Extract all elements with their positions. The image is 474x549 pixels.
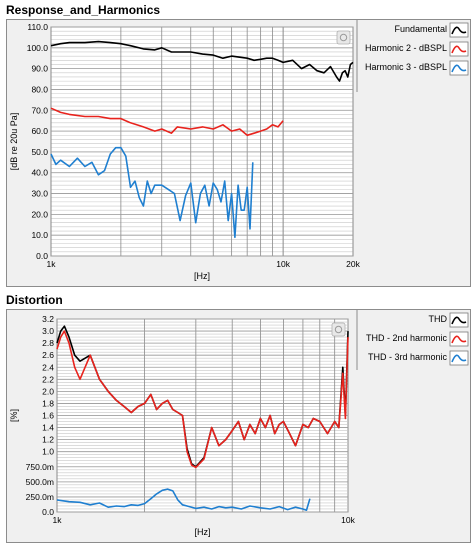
- legend-label: THD: [429, 314, 448, 324]
- y-tick-label: 10.0: [31, 230, 48, 240]
- legend-swatch-line: [451, 354, 467, 363]
- y-tick-label: 0.0: [36, 251, 48, 261]
- legend-swatch-line: [451, 335, 467, 344]
- response-panel: 0.0 10.0 20.0 30.0 40.0 50.0 60.0 70.0 80.0 90.0 1…: [6, 19, 471, 287]
- x-tick-label: 1k: [53, 515, 63, 525]
- y-tick-label: 2.2: [42, 374, 54, 384]
- distortion-panel-title: Distortion: [6, 293, 63, 307]
- y-tick-label: 100.0: [27, 43, 49, 53]
- x-tick-label: 10k: [276, 259, 290, 269]
- y-tick-label: 3.2: [42, 314, 54, 324]
- y-tick-label: 3.0: [42, 326, 54, 336]
- legend-swatch-line: [451, 26, 467, 35]
- x-tick-label: 20k: [346, 259, 360, 269]
- y-tick-label: 2.4: [42, 362, 54, 372]
- graph-palette-glyph: [339, 33, 348, 42]
- series-line: [56, 330, 349, 469]
- y-tick-label: 750.0m: [26, 462, 54, 472]
- y-tick-label: 80.0: [31, 84, 48, 94]
- series-line: [56, 488, 311, 511]
- y-tick-label: 50.0: [31, 147, 48, 157]
- y-tick-label: 1.6: [42, 411, 54, 421]
- legend-swatch-line: [451, 316, 467, 325]
- y-axis-label: [%]: [9, 409, 19, 422]
- legend-swatch-line: [451, 64, 467, 73]
- y-tick-label: 60.0: [31, 126, 48, 136]
- response-panel-title: Response_and_Harmonics: [6, 3, 161, 17]
- y-tick-label: 40.0: [31, 168, 48, 178]
- x-axis-label: [Hz]: [194, 527, 210, 537]
- legend-label: Fundamental: [394, 24, 447, 34]
- y-tick-label: 1.0: [42, 447, 54, 457]
- legend-swatch-line: [451, 45, 467, 54]
- y-tick-label: 500.0m: [26, 477, 54, 487]
- legend-label: Harmonic 3 - dBSPL: [365, 62, 447, 72]
- y-tick-label: 2.8: [42, 338, 54, 348]
- series-line: [50, 107, 284, 137]
- y-tick-label: 90.0: [31, 64, 48, 74]
- y-tick-label: 20.0: [31, 209, 48, 219]
- x-tick-label: 1k: [47, 259, 57, 269]
- series-line: [50, 146, 254, 239]
- legend-label: THD - 3rd harmonic: [368, 352, 448, 362]
- graph-palette-glyph: [334, 325, 343, 334]
- x-tick-label: 10k: [341, 515, 355, 525]
- y-tick-label: 30.0: [31, 189, 48, 199]
- distortion-panel: 0.0 250.0m 500.0m 750.0m 1.0 1.2 1.4 1.6 1.8 2.0 2…: [6, 309, 471, 543]
- plot-area: [50, 26, 354, 257]
- x-axis-label: [Hz]: [194, 271, 210, 281]
- y-tick-label: 250.0m: [26, 492, 54, 502]
- graph-palette-icon[interactable]: [336, 30, 351, 45]
- y-axis-label: [dB re 20u Pa]: [9, 113, 19, 171]
- response-chart: 0.0 10.0 20.0 30.0 40.0 50.0 60.0 70.0 80.0 90.0 1…: [9, 20, 469, 281]
- series-line: [50, 40, 354, 82]
- legend-label: Harmonic 2 - dBSPL: [365, 43, 447, 53]
- y-tick-label: 1.4: [42, 423, 54, 433]
- y-tick-label: 110.0: [27, 22, 48, 32]
- y-tick-label: 1.8: [42, 398, 54, 408]
- y-tick-label: 0.0: [42, 507, 54, 517]
- graph-palette-icon[interactable]: [331, 322, 346, 337]
- distortion-chart: 0.0 250.0m 500.0m 750.0m 1.0 1.2 1.4 1.6 1.8 2.0 2…: [9, 310, 469, 537]
- y-tick-label: 1.2: [42, 435, 54, 445]
- y-tick-label: 2.6: [42, 350, 54, 360]
- legend-label: THD - 2nd harmonic: [366, 333, 448, 343]
- y-tick-label: 70.0: [31, 105, 48, 115]
- y-tick-label: 2.0: [42, 386, 54, 396]
